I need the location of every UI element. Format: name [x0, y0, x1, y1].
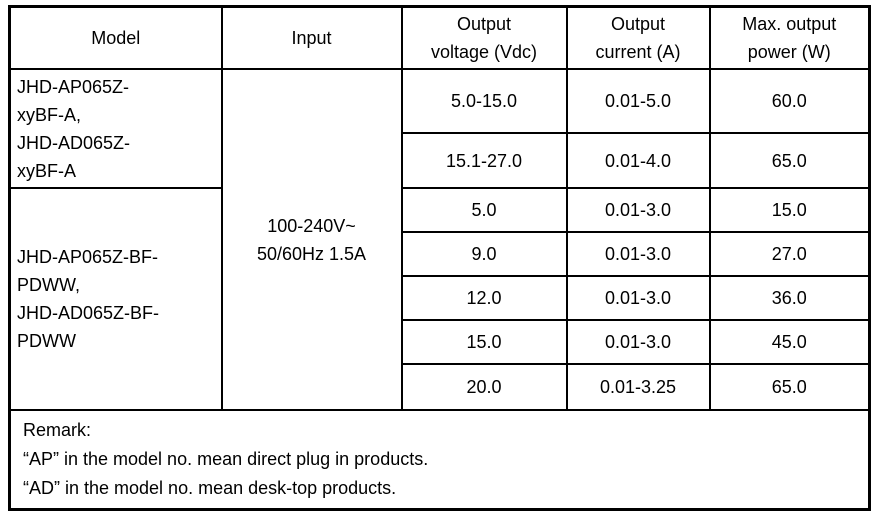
model-cell-group-2: JHD-AP065Z-BF- PDWW, JHD-AD065Z-BF- PDWW: [8, 187, 223, 411]
table-row: JHD-AP065Z- xyBF-A, JHD-AD065Z- xyBF-A 1…: [8, 68, 871, 411]
table-row: JHD-AP065Z-BF- PDWW, JHD-AD065Z-BF- PDWW…: [8, 187, 871, 411]
voltage-cell: 9.0: [400, 231, 568, 277]
power-spec-table: Model Input Output voltage (Vdc) Output …: [8, 5, 871, 511]
voltage-cell: 15.0: [400, 319, 568, 365]
power-cell: 15.0: [708, 187, 871, 233]
power-cell: 36.0: [708, 275, 871, 321]
current-cell: 0.01-3.0: [565, 319, 711, 365]
voltage-cell: 15.1-27.0: [400, 132, 568, 189]
current-cell: 0.01-4.0: [565, 132, 711, 189]
input-cell: 100-240V~ 50/60Hz 1.5A: [220, 68, 403, 411]
remark-line-ap: “AP” in the model no. mean direct plug i…: [23, 449, 429, 469]
table-row: 20.0 0.01-3.25 65.0: [10, 363, 871, 411]
remark-row: Remark: “AP” in the model no. mean direc…: [8, 409, 871, 511]
table-row: 9.0 0.01-3.0 27.0: [10, 231, 871, 277]
power-cell: 45.0: [708, 319, 871, 365]
table-row: 15.1-27.0 0.01-4.0 65.0: [10, 132, 871, 189]
remark-line-ad: “AD” in the model no. mean desk-top prod…: [23, 478, 397, 498]
voltage-cell: 5.0: [400, 187, 568, 233]
col-header-max-output-power: Max. output power (W): [708, 5, 871, 70]
table-header-row: Model Input Output voltage (Vdc) Output …: [8, 5, 871, 70]
col-header-output-voltage: Output voltage (Vdc): [400, 5, 568, 70]
table-row: 12.0 0.01-3.0 36.0: [10, 275, 871, 321]
current-cell: 0.01-3.25: [565, 363, 711, 411]
power-cell: 60.0: [708, 68, 871, 134]
model-cell-group-1: JHD-AP065Z- xyBF-A, JHD-AD065Z- xyBF-A: [8, 68, 223, 189]
remark-cell: Remark: “AP” in the model no. mean direc…: [8, 409, 871, 511]
col-header-output-current: Output current (A): [565, 5, 711, 70]
power-cell: 27.0: [708, 231, 871, 277]
current-cell: 0.01-3.0: [565, 187, 711, 233]
power-cell: 65.0: [708, 132, 871, 189]
voltage-cell: 5.0-15.0: [400, 68, 568, 134]
voltage-cell: 20.0: [400, 363, 568, 411]
voltage-cell: 12.0: [400, 275, 568, 321]
remark-title: Remark:: [23, 420, 92, 440]
power-cell: 65.0: [708, 363, 871, 411]
table-row: 15.0 0.01-3.0 45.0: [10, 319, 871, 365]
col-header-input: Input: [220, 5, 403, 70]
col-header-model: Model: [8, 5, 223, 70]
current-cell: 0.01-3.0: [565, 275, 711, 321]
current-cell: 0.01-3.0: [565, 231, 711, 277]
current-cell: 0.01-5.0: [565, 68, 711, 134]
